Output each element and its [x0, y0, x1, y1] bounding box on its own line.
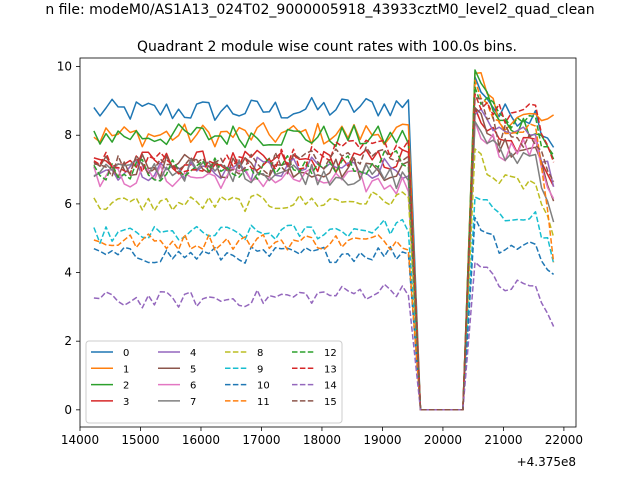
x-offset-label: +4.375e8 — [517, 455, 576, 469]
legend-label-10: 10 — [257, 381, 270, 392]
legend-label-11: 11 — [257, 397, 270, 408]
legend-label-2: 2 — [123, 381, 129, 392]
legend-label-6: 6 — [190, 381, 196, 392]
series-line-9 — [93, 196, 555, 411]
series-line-15 — [93, 96, 555, 411]
legend-label-8: 8 — [257, 348, 263, 359]
series-line-13 — [93, 93, 555, 411]
series-line-5 — [93, 107, 555, 411]
y-tick-label: 6 — [64, 197, 72, 211]
series-layer — [93, 69, 555, 411]
series-line-1 — [93, 71, 555, 411]
axes-layer: 14000 15000 16000 17000 18000 19000 20000 21000… — [57, 57, 583, 447]
y-tick-label: 2 — [64, 334, 72, 348]
legend-label-7: 7 — [190, 397, 196, 408]
series-line-6 — [93, 120, 555, 411]
x-tick-label: 15000 — [121, 433, 159, 447]
y-tick-label: 10 — [57, 60, 72, 74]
legend-label-13: 13 — [324, 364, 337, 375]
legend-label-15: 15 — [324, 397, 337, 408]
y-tick-label: 8 — [64, 128, 72, 142]
legend-label-1: 1 — [123, 364, 129, 375]
series-line-11 — [93, 79, 555, 411]
figure-suptitle: n file: modeM0/AS1A13_024T02_9000005918_… — [45, 2, 595, 18]
x-tick-label: 18000 — [303, 433, 341, 447]
legend-box — [85, 340, 343, 424]
series-line-14 — [93, 261, 555, 411]
x-tick-label: 14000 — [61, 433, 99, 447]
series-line-7 — [93, 120, 555, 411]
plot-frame — [79, 57, 577, 428]
x-tick-label: 21000 — [484, 433, 522, 447]
legend-label-14: 14 — [324, 381, 337, 392]
x-tick-label: 16000 — [182, 433, 220, 447]
series-line-2 — [93, 69, 555, 411]
legend-label-0: 0 — [123, 348, 129, 359]
series-line-0 — [93, 76, 555, 411]
y-tick-label: 4 — [64, 266, 72, 280]
legend-label-5: 5 — [190, 364, 196, 375]
legend-label-4: 4 — [190, 348, 196, 359]
x-tick-label: 17000 — [242, 433, 280, 447]
x-tick-label: 22000 — [545, 433, 583, 447]
legend-label-3: 3 — [123, 397, 129, 408]
legend-label-9: 9 — [257, 364, 263, 375]
x-tick-label: 20000 — [424, 433, 462, 447]
legend-label-12: 12 — [324, 348, 337, 359]
series-line-8 — [93, 148, 555, 411]
chart-title: Quadrant 2 module wise count rates with … — [137, 39, 517, 55]
series-line-10 — [93, 216, 555, 411]
y-tick-label: 0 — [64, 403, 72, 417]
x-tick-label: 19000 — [363, 433, 401, 447]
